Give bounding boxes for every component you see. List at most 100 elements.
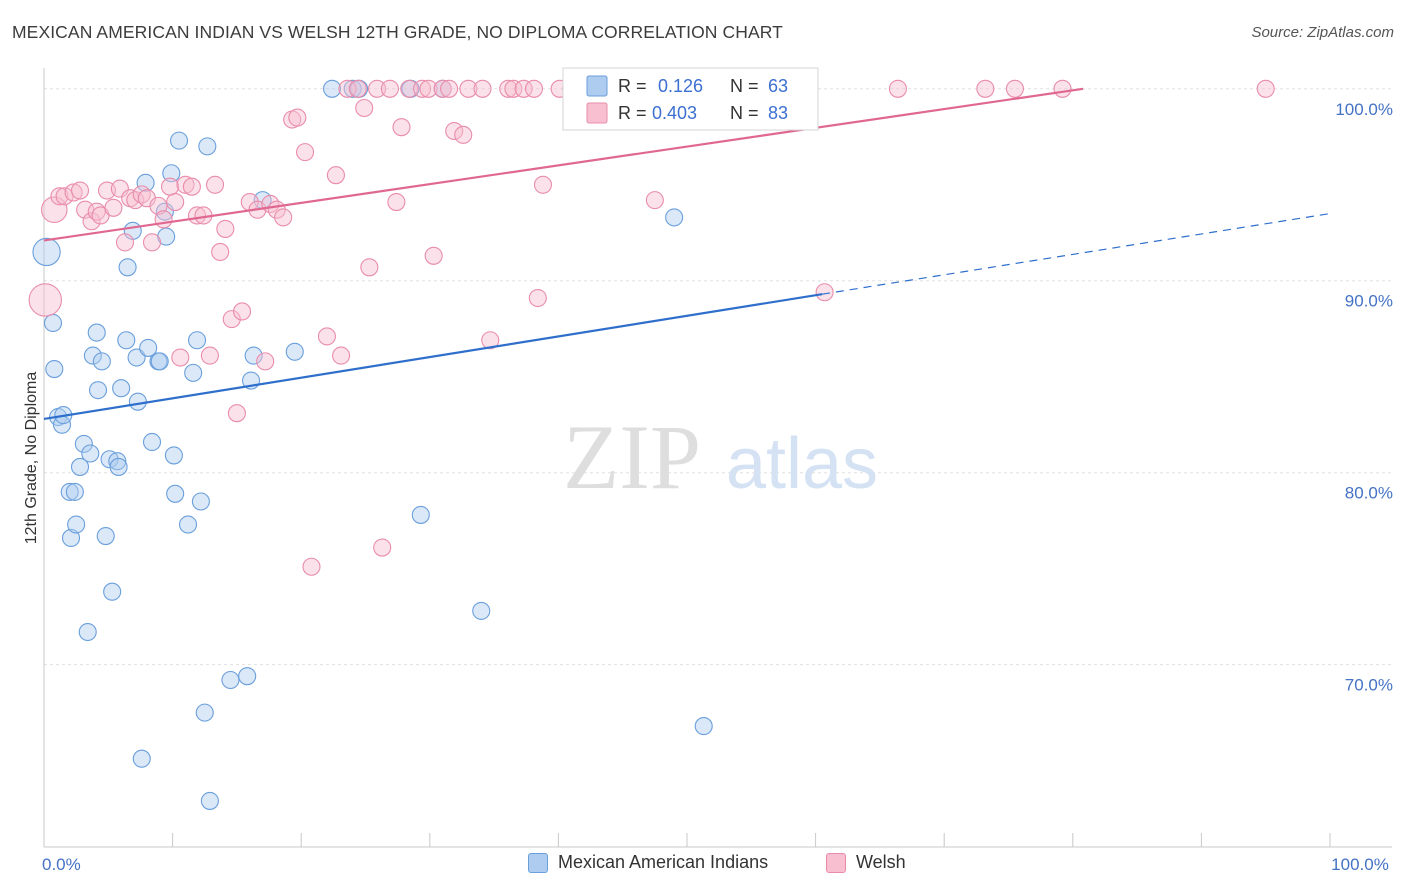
watermark: ZIP atlas [563, 406, 878, 508]
data-point-mexican-american-indians [184, 363, 203, 382]
data-point-welsh [445, 121, 464, 141]
bottom-legend-swatch-pink [826, 852, 846, 873]
data-point-mexican-american-indians [178, 515, 198, 534]
data-point-mexican-american-indians [45, 359, 64, 379]
watermark-atlas: atlas [726, 424, 878, 504]
bottom-legend: Mexican American Indians Welsh [0, 852, 1406, 880]
data-point-welsh [216, 219, 235, 238]
data-point-welsh [160, 177, 180, 196]
data-point-welsh [176, 175, 195, 194]
bottom-legend-swatch-blue [528, 852, 548, 873]
data-point-welsh [645, 191, 664, 210]
data-point-mexican-american-indians [128, 392, 147, 411]
legend-r-value-blue: 0.126 [658, 76, 703, 96]
axis-layer [43, 68, 1392, 848]
data-point-welsh [115, 233, 135, 252]
data-point-welsh [227, 404, 246, 423]
data-point-mexican-american-indians [43, 313, 63, 333]
x-tick-labels: 0.0% 100.0% [42, 855, 1389, 874]
data-point-welsh [400, 79, 419, 98]
data-point-welsh [256, 352, 275, 371]
legend-swatch-pink [586, 102, 608, 124]
data-point-mexican-american-indians [665, 208, 684, 227]
x-tick-label: 0.0% [42, 855, 81, 874]
data-point-mexican-american-indians [70, 457, 90, 476]
data-point-welsh [481, 331, 500, 350]
data-point-mexican-american-indians [96, 526, 115, 546]
data-point-mexican-american-indians [132, 749, 151, 768]
data-point-welsh [205, 175, 225, 194]
data-point-welsh [326, 166, 345, 185]
data-point-welsh [433, 79, 452, 98]
data-point-welsh [171, 348, 190, 367]
data-point-mexican-american-indians [343, 79, 362, 98]
data-point-welsh [182, 177, 201, 196]
bottom-legend-item-blue: Mexican American Indians [528, 852, 768, 873]
data-point-welsh [380, 79, 399, 98]
data-point-mexican-american-indians [88, 381, 108, 400]
data-point-mexican-american-indians [92, 352, 111, 371]
data-point-mexican-american-indians [198, 137, 217, 156]
data-point-welsh [459, 79, 478, 98]
data-point-welsh [815, 283, 834, 302]
data-point-welsh [440, 79, 459, 98]
data-point-mexican-american-indians [150, 352, 169, 371]
data-point-mexican-american-indians [32, 237, 61, 267]
data-point-welsh [355, 98, 374, 118]
data-point-mexican-american-indians [164, 446, 183, 465]
data-point-mexican-american-indians [139, 338, 158, 357]
data-point-welsh [50, 187, 69, 206]
y-tick-label: 80.0% [1345, 484, 1393, 503]
data-point-mexican-american-indians [117, 331, 136, 350]
data-point-welsh [166, 192, 185, 212]
data-point-mexican-american-indians [472, 601, 491, 620]
data-point-welsh [154, 210, 173, 229]
y-tick-label: 100.0% [1335, 100, 1393, 119]
data-point-welsh [64, 183, 83, 202]
data-point-mexican-american-indians [108, 452, 127, 471]
data-point-welsh [288, 108, 307, 127]
data-point-mexican-american-indians [694, 717, 713, 736]
data-point-welsh [28, 283, 62, 317]
data-point-welsh [373, 538, 392, 557]
data-point-welsh [232, 302, 252, 321]
bottom-legend-item-pink: Welsh [826, 852, 906, 873]
data-point-welsh [211, 242, 230, 262]
data-point-welsh [524, 79, 544, 98]
chart-title: MEXICAN AMERICAN INDIAN VS WELSH 12TH GR… [12, 22, 783, 42]
data-point-welsh [392, 118, 411, 137]
data-point-mexican-american-indians [109, 457, 128, 476]
legend-n-value-pink: 83 [768, 103, 788, 123]
data-point-welsh [387, 192, 406, 212]
data-point-mexican-american-indians [87, 323, 106, 342]
data-point-welsh [419, 79, 438, 98]
data-point-welsh [360, 258, 379, 277]
data-point-mexican-american-indians [323, 79, 342, 98]
data-point-mexican-american-indians [166, 484, 185, 503]
trend-layer [43, 87, 1331, 421]
data-point-mexican-american-indians [78, 622, 97, 642]
trend-line-mexican-american-indians [43, 293, 823, 421]
data-point-mexican-american-indians [238, 667, 257, 686]
legend-n-value-blue: 63 [768, 76, 788, 96]
data-point-welsh [70, 181, 90, 200]
data-point-mexican-american-indians [74, 434, 93, 453]
data-point-mexican-american-indians [244, 346, 263, 365]
legend-swatch-blue [586, 75, 608, 97]
legend-r-label-blue: R = [618, 76, 647, 96]
data-point-mexican-american-indians [112, 379, 131, 398]
data-point-welsh [368, 79, 387, 98]
data-point-welsh [296, 143, 315, 162]
data-point-mexican-american-indians [81, 444, 100, 463]
data-point-welsh [504, 79, 523, 98]
top-legend: R = 0.126 N = 63 R = 0.403 N = 83 [562, 67, 819, 131]
data-point-mexican-american-indians [221, 670, 240, 690]
data-point-welsh [976, 79, 995, 98]
data-point-mexican-american-indians [285, 342, 304, 361]
data-point-welsh [222, 310, 241, 329]
data-point-welsh [274, 208, 293, 227]
data-point-welsh [338, 79, 357, 98]
legend-n-label-blue: N = [730, 76, 759, 96]
data-point-welsh [200, 346, 219, 365]
